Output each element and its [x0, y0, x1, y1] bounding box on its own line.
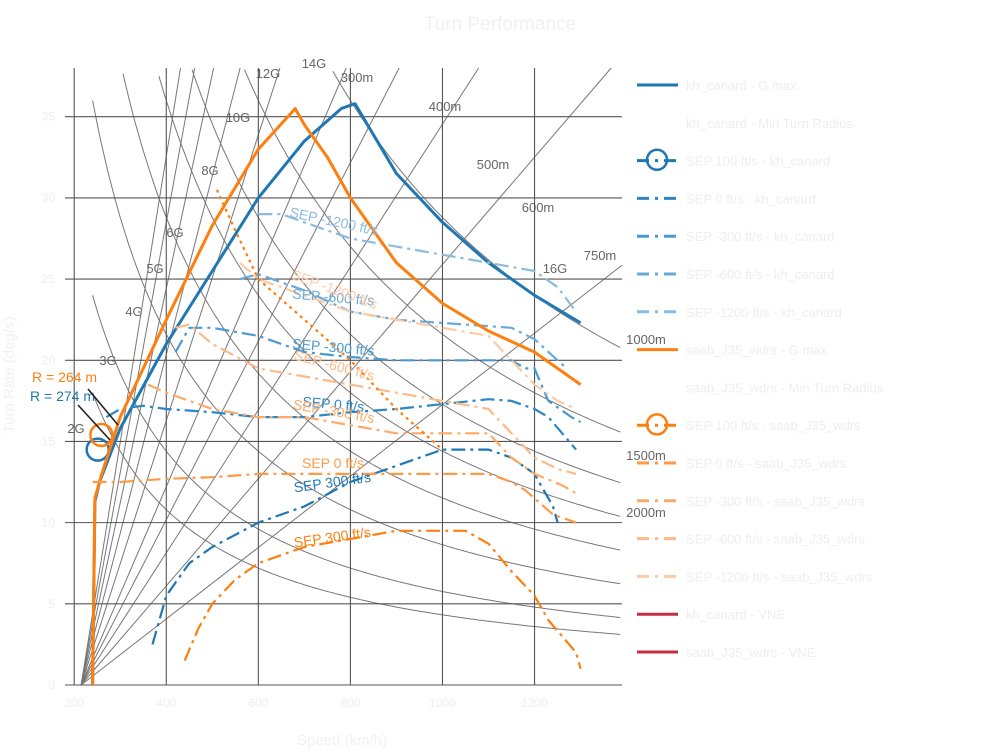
turn-radius-label: 500m [477, 157, 510, 172]
legend-label: SEP 100 ft/s - saab_J35_wdrs [686, 418, 861, 433]
turn-radius-curve [92, 100, 621, 585]
turn-radius-label: 750m [584, 248, 617, 263]
legend-label: SEP 0 ft/s - kh_canard [686, 191, 816, 206]
turn-radius-label: 1500m [626, 448, 666, 463]
x-tick-label: 1200 [521, 696, 548, 710]
series-line [258, 213, 577, 313]
y-tick-label: 15 [42, 434, 56, 448]
x-tick-label: 200 [64, 696, 84, 710]
g-load-line [80, 67, 612, 686]
sep-label: SEP 0 ft/s [302, 455, 364, 471]
g-load-line [80, 67, 181, 686]
legend-label: SEP 0 ft/s - saab_J35_wdrs [686, 456, 847, 471]
series-line [175, 323, 577, 475]
legend-label: kh_canard - Min Turn Radius [686, 116, 853, 131]
y-tick-label: 0 [48, 678, 55, 692]
radius-annotation-kh: R = 274 m [30, 388, 95, 404]
sep-label: SEP -600 ft/s [292, 285, 375, 308]
y-tick-label: 10 [42, 516, 56, 530]
series-line [147, 383, 577, 495]
legend-label: SEP -300 ft/s - kh_canard [686, 229, 835, 244]
legend-label: SEP -300 ft/s - saab_J35_wdrs [686, 494, 865, 509]
turn-radius-curve [244, 69, 621, 433]
turn-radius-label: 1000m [626, 332, 666, 347]
g-load-label: 16G [543, 261, 568, 276]
x-tick-label: 1000 [429, 696, 456, 710]
min-turn-radius-marker [89, 422, 114, 448]
g-load-label: 10G [226, 110, 251, 125]
turn-radius-label: 600m [522, 200, 555, 215]
sep-label: SEP -1200 ft/s [288, 204, 379, 238]
series-line [92, 472, 577, 524]
y-tick-label: 25 [42, 272, 56, 286]
legend-label: SEP 100 ft/s - kh_canard [686, 154, 830, 169]
turn-radius-label: 300m [341, 70, 374, 85]
g-load-label: 5G [146, 261, 163, 276]
turn-radius-curve [92, 392, 621, 635]
chart-title: Turn Performance [424, 14, 576, 35]
series-line [174, 326, 582, 423]
sep-label: SEP 0 ft/s [302, 393, 365, 414]
g-load-line [80, 67, 480, 686]
g-load-label: 2G [67, 421, 84, 436]
x-axis-title: Speed (km/h) [297, 732, 387, 749]
y-tick-label: 20 [42, 353, 56, 367]
series-line [105, 398, 577, 451]
turn-radius-label: 400m [429, 99, 462, 114]
sep-label: SEP 300 ft/s [293, 524, 372, 551]
g-load-label: 4G [125, 304, 142, 319]
g-load-label: 14G [302, 56, 327, 71]
g-load-label: 8G [201, 163, 218, 178]
series-line [151, 448, 559, 645]
y-axis-title: Turn Rate (deg/s) [1, 317, 18, 434]
legend-label: SEP -600 ft/s - saab_J35_wdrs [686, 532, 865, 547]
y-tick-label: 35 [42, 110, 56, 124]
radius-annotation-saab: R = 264 m [32, 369, 97, 385]
legend-label: kh_canard - G max [686, 78, 797, 93]
g-load-label: 12G [256, 66, 281, 81]
x-tick-label: 600 [248, 696, 268, 710]
g-load-line [80, 67, 347, 686]
series-line [91, 107, 582, 686]
legend-label: SEP -1200 ft/s - saab_J35_wdrs [686, 569, 873, 584]
g-load-line [80, 264, 623, 686]
legend-label: SEP -600 ft/s - kh_canard [686, 267, 835, 282]
y-tick-label: 30 [42, 191, 56, 205]
turn-radius-curve [191, 69, 621, 484]
annotation-arrow [77, 404, 111, 441]
grid [65, 68, 622, 686]
legend-label: kh_canard - VNE [686, 607, 785, 622]
annotation-arrow [87, 388, 119, 426]
legend-label: saab_J35_wdrs - VNE [686, 645, 816, 660]
series-line [239, 273, 568, 370]
turn-radius-curve [92, 295, 621, 618]
x-tick-label: 800 [340, 696, 360, 710]
g-load-line [80, 67, 400, 686]
sep-label: SEP -300 ft/s [292, 335, 375, 358]
legend: kh_canard - G max kh_canard - Min Turn Ra… [637, 78, 884, 660]
annotations: R = 264 m R = 274 m [30, 369, 119, 441]
dotted-line [215, 189, 444, 451]
g-load-line [80, 67, 241, 686]
y-tick-label: 5 [48, 597, 55, 611]
reference-lines: 2G3G4G5G6G8G10G12G14G16G300m400m500m600m… [67, 56, 666, 686]
x-tick-label: 400 [156, 696, 176, 710]
legend-label: SEP -1200 ft/s - kh_canard [686, 305, 842, 320]
turn-radius-curve [122, 73, 621, 551]
turn-radius-label: 2000m [626, 505, 666, 520]
legend-label: saab_J35_wdrs - Min Turn Radius [686, 380, 884, 395]
series-line [239, 261, 577, 411]
turn-radius-curve [158, 75, 621, 517]
legend-label: saab_J35_wdrs - G max [686, 343, 827, 358]
axis-ticks: 200 400 600 800 1000 1200 0 5 10 15 20 25 30 35 [42, 110, 549, 710]
series-line [183, 529, 582, 670]
